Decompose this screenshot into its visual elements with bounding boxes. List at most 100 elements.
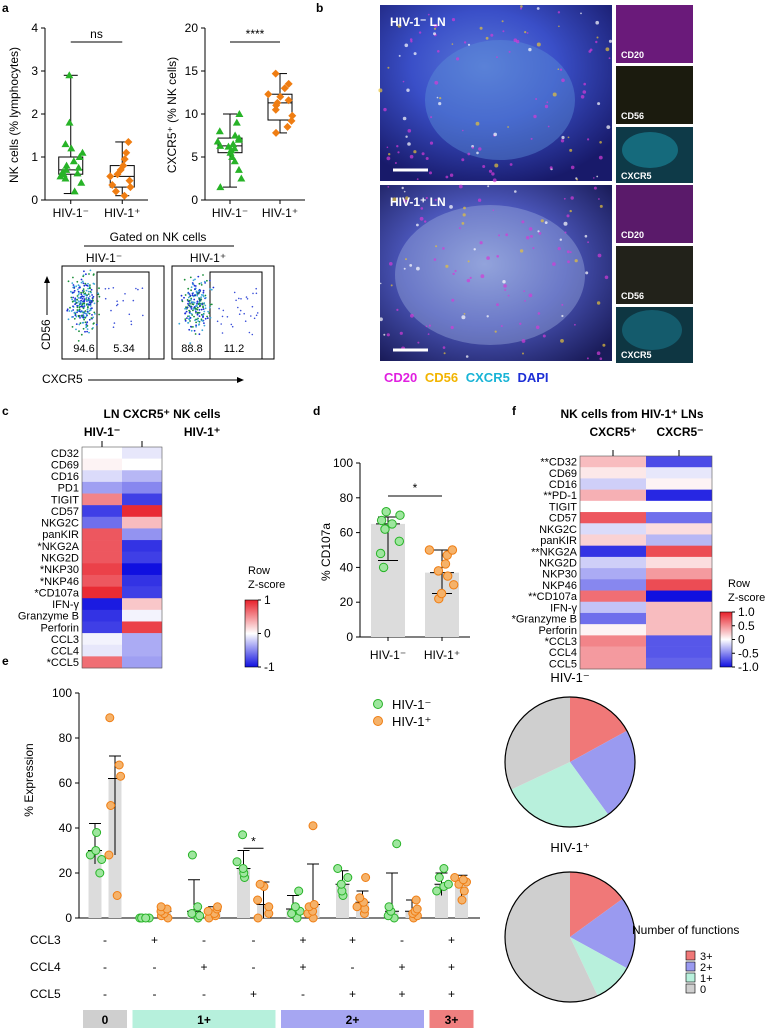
heatmap-row-label: NKP30	[542, 569, 577, 581]
panel-label-f: f	[512, 404, 517, 418]
micro-speck	[402, 80, 405, 83]
data-point	[381, 507, 391, 517]
flow-event	[71, 291, 74, 294]
data-point	[235, 134, 244, 142]
combo-sign: -	[301, 987, 305, 1001]
flow-event	[190, 329, 193, 332]
micro-speck	[406, 88, 410, 92]
pie-legend-swatch	[685, 972, 696, 983]
flow-event	[206, 315, 209, 318]
micro-speck	[433, 32, 436, 36]
flow-event	[93, 283, 96, 285]
flow-event	[73, 289, 76, 292]
heatmap-cell	[646, 556, 712, 569]
flow-event	[78, 306, 81, 309]
flow-event	[192, 301, 195, 304]
combo-sign: +	[448, 987, 455, 1001]
micro-speck	[461, 158, 465, 162]
data-point	[432, 886, 442, 896]
data-point	[111, 187, 120, 196]
flow-event	[124, 293, 126, 295]
flow-event	[77, 297, 80, 299]
data-point	[343, 873, 353, 882]
flow-event	[237, 306, 239, 309]
micro-speck	[494, 330, 497, 333]
heatmap-cell	[580, 489, 646, 502]
flow-event	[202, 320, 204, 322]
flow-event	[89, 304, 92, 307]
flow-dots	[66, 269, 259, 344]
heatmap-cell	[580, 590, 646, 603]
micro-speck	[598, 198, 600, 200]
flow-event	[255, 314, 258, 317]
heatmap-cell	[646, 624, 712, 636]
combo-sign: +	[349, 987, 356, 1001]
flow-event	[190, 308, 193, 310]
data-point	[195, 911, 205, 921]
flow-event	[87, 297, 90, 300]
flow-event	[83, 290, 85, 292]
heatmap-cell	[82, 598, 122, 611]
data-point	[125, 176, 134, 185]
micro-speck	[494, 163, 499, 168]
pie-hiv-pos	[504, 871, 636, 1003]
data-point	[264, 90, 273, 99]
flow-event	[77, 284, 80, 287]
legend-colorbar	[719, 611, 733, 668]
flow-event	[81, 310, 84, 313]
heatmap-row-label: *CD107a	[34, 587, 80, 599]
flow-event	[83, 302, 86, 305]
micro-speck	[596, 175, 599, 178]
micro-speck	[451, 298, 455, 302]
flow-event	[91, 314, 93, 316]
micro-neg-label: HIV-1⁻ LN	[390, 15, 446, 29]
flow-event	[199, 299, 202, 301]
heatmap-row-label: *NKP30	[40, 564, 79, 576]
data-point	[271, 69, 280, 78]
flow-event	[80, 295, 83, 298]
micro-speck	[425, 196, 428, 200]
data-point	[67, 144, 76, 152]
micro-speck	[509, 163, 513, 166]
data-point	[65, 118, 74, 126]
heatmap-cell	[646, 489, 712, 502]
micro-speck	[608, 57, 611, 60]
flow-event	[83, 318, 85, 321]
flow-event	[220, 323, 222, 325]
flow-event	[80, 303, 83, 306]
micro-speck	[488, 169, 493, 173]
micro-speck	[507, 294, 510, 297]
micro-speck	[588, 50, 592, 53]
micro-speck	[379, 282, 382, 285]
data-point	[65, 71, 74, 79]
y-tick-label: 100	[52, 686, 72, 700]
micro-speck	[537, 312, 541, 315]
flow-event	[83, 293, 86, 296]
micro-speck	[563, 221, 568, 226]
flow-event	[199, 304, 202, 307]
y-tick-label: 40	[59, 821, 73, 835]
legend-title: Z-score	[728, 592, 765, 604]
flow-event	[239, 309, 242, 312]
flow-cytometry: Gated on NK cells HIV-1⁻ HIV-1⁺ 94.6 5.3…	[39, 230, 275, 386]
flow-event	[238, 297, 240, 300]
heatmap-row-label: *CCL5	[47, 657, 79, 669]
data-point	[62, 165, 71, 173]
flow-event	[98, 313, 100, 316]
micro-speck	[599, 141, 602, 144]
flow-event	[199, 289, 202, 292]
micro-speck	[445, 264, 449, 268]
micro-speck	[498, 234, 500, 237]
flow-event	[185, 310, 188, 313]
data-point	[376, 515, 387, 526]
flow-event	[83, 299, 86, 302]
y-tick-label: 0	[346, 630, 353, 644]
pie-legend-swatch	[685, 950, 696, 961]
flow-event	[82, 282, 85, 285]
flow-event	[94, 313, 96, 315]
heatmap-cell	[122, 574, 162, 587]
pie-slice	[570, 937, 627, 996]
group-band-label: 3+	[445, 1013, 459, 1027]
flow-event	[88, 285, 91, 288]
data-point	[392, 839, 402, 849]
